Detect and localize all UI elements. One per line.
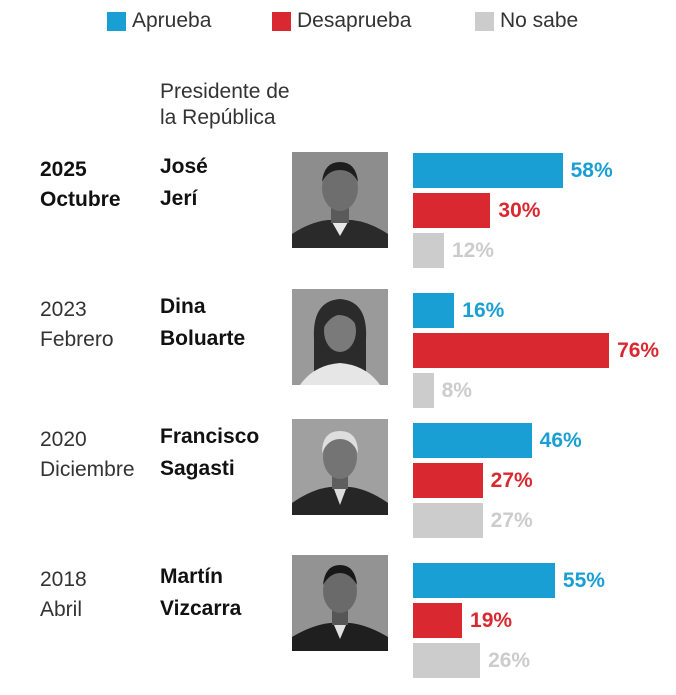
- bar-label-nosabe: 27%: [490, 509, 533, 532]
- bar-label-desaprueba: 27%: [490, 469, 533, 492]
- poll-row-jeri: 2025 Octubre José Jerí 58% 30% 12%: [0, 152, 676, 285]
- bar-label-nosabe: 12%: [451, 239, 494, 262]
- date-month: Octubre: [40, 188, 121, 211]
- legend: Aprueba Desaprueba No sabe: [0, 6, 676, 36]
- bar-aprueba: [413, 423, 532, 458]
- bar-label-nosabe: 26%: [488, 649, 531, 672]
- date: 2023 Febrero: [40, 295, 114, 355]
- bar-desaprueba: [413, 333, 610, 368]
- bar-nosabe: [413, 503, 483, 538]
- date: 2025 Octubre: [40, 155, 121, 215]
- legend-item-nosabe: No sabe: [475, 6, 578, 36]
- legend-label-aprueba: Aprueba: [132, 9, 212, 32]
- date-month: Abril: [40, 598, 83, 621]
- president-name-line1: Dina: [160, 295, 206, 318]
- bar-desaprueba: [413, 193, 491, 228]
- legend-swatch-desaprueba: [272, 11, 291, 31]
- date-month: Diciembre: [40, 458, 135, 481]
- president-name-line2: Sagasti: [160, 457, 235, 480]
- president-name: Dina Boluarte: [160, 291, 245, 355]
- legend-label-desaprueba: Desaprueba: [297, 9, 412, 32]
- president-name-line1: Martín: [160, 565, 223, 588]
- date-month: Febrero: [40, 328, 114, 351]
- president-portrait-icon: [292, 289, 388, 385]
- bar-label-aprueba: 46%: [539, 429, 582, 452]
- date: 2018 Abril: [40, 565, 87, 625]
- president-name: Francisco Sagasti: [160, 421, 259, 485]
- bar-label-aprueba: 55%: [562, 569, 605, 592]
- legend-item-desaprueba: Desaprueba: [272, 6, 411, 36]
- president-name: José Jerí: [160, 151, 208, 215]
- bar-aprueba: [413, 153, 563, 188]
- column-header: Presidente de la República: [160, 79, 290, 131]
- president-name-line2: Boluarte: [160, 327, 246, 350]
- legend-item-aprueba: Aprueba: [107, 6, 211, 36]
- bar-aprueba: [413, 293, 455, 328]
- bar-label-desaprueba: 76%: [617, 339, 660, 362]
- date-year: 2025: [40, 158, 87, 181]
- president-name-line1: Francisco: [160, 425, 260, 448]
- bar-desaprueba: [413, 463, 483, 498]
- legend-label-nosabe: No sabe: [500, 9, 579, 32]
- date-year: 2018: [40, 568, 87, 591]
- president-name-line2: Vizcarra: [160, 597, 242, 620]
- date: 2020 Diciembre: [40, 425, 135, 485]
- legend-swatch-aprueba: [107, 11, 126, 31]
- bar-label-nosabe: 8%: [441, 379, 472, 402]
- bar-aprueba: [413, 563, 555, 598]
- date-year: 2023: [40, 298, 87, 321]
- date-year: 2020: [40, 428, 87, 451]
- bar-nosabe: [413, 233, 444, 268]
- column-header-line2: la República: [160, 106, 276, 129]
- president-name-line1: José: [160, 155, 208, 178]
- president-portrait-icon: [292, 152, 388, 248]
- poll-row-sagasti: 2020 Diciembre Francisco Sagasti 46% 27%…: [0, 419, 676, 555]
- column-header-line1: Presidente de: [160, 80, 290, 103]
- bar-nosabe: [413, 373, 434, 408]
- poll-row-boluarte: 2023 Febrero Dina Boluarte 16% 76% 8%: [0, 289, 676, 425]
- president-portrait-icon: [292, 419, 388, 515]
- president-portrait-icon: [292, 555, 388, 651]
- bar-label-desaprueba: 30%: [498, 199, 541, 222]
- president-name-line2: Jerí: [160, 187, 198, 210]
- bar-label-aprueba: 16%: [462, 299, 505, 322]
- poll-row-vizcarra: 2018 Abril Martín Vizcarra 55% 19% 26%: [0, 555, 676, 695]
- president-name: Martín Vizcarra: [160, 561, 241, 625]
- bar-nosabe: [413, 643, 481, 678]
- bar-desaprueba: [413, 603, 463, 638]
- bar-label-aprueba: 58%: [570, 159, 613, 182]
- bar-label-desaprueba: 19%: [470, 609, 513, 632]
- legend-swatch-nosabe: [475, 11, 494, 31]
